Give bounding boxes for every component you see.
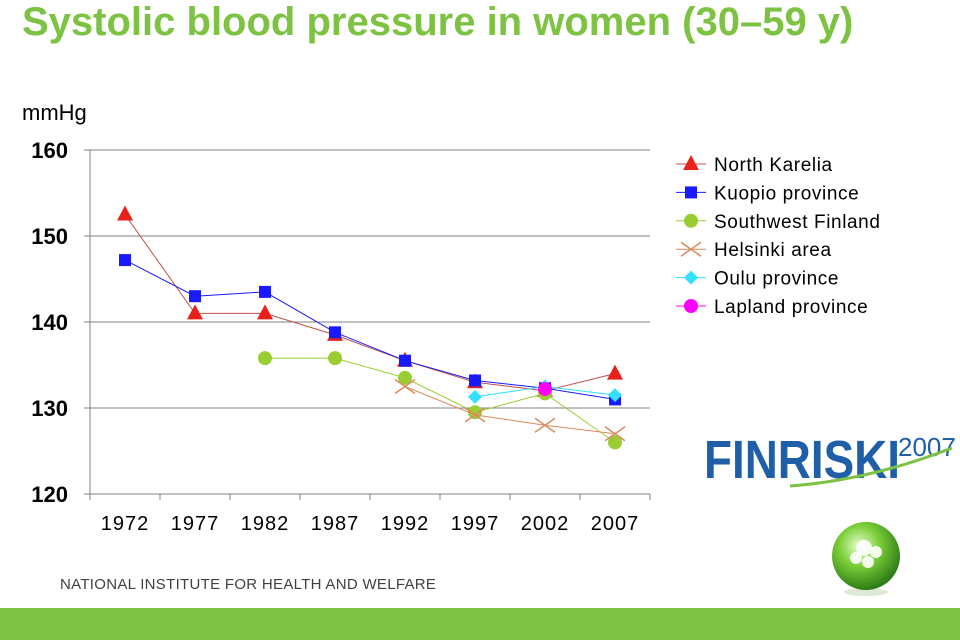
data-point-kuopio-province <box>259 285 271 298</box>
series-line-southwest-finland <box>265 357 616 443</box>
y-tick-label: 160 <box>31 138 68 163</box>
data-point-lapland-province <box>538 382 552 397</box>
series-line-north-karelia <box>124 214 616 392</box>
x-tick-label: 2007 <box>591 513 640 535</box>
footer-institution-name: NATIONAL INSTITUTE FOR HEALTH AND WELFAR… <box>60 576 437 593</box>
legend-label-helsinki-area: Helsinki area <box>714 240 832 261</box>
legend-marker-oulu-province <box>684 270 698 285</box>
data-point-oulu-province <box>468 389 482 404</box>
series-line-helsinki-area <box>404 386 616 435</box>
x-tick-label: 1992 <box>381 513 430 535</box>
legend-marker-lapland-province <box>684 299 698 313</box>
data-point-kuopio-province <box>329 326 341 339</box>
data-point-kuopio-province <box>469 374 481 387</box>
legend-marker-kuopio-province <box>685 186 697 199</box>
x-tick-label: 1972 <box>101 513 150 535</box>
data-point-north-karelia <box>187 304 203 320</box>
data-point-kuopio-province <box>399 354 411 367</box>
legend-label-southwest-finland: Southwest Finland <box>714 212 881 233</box>
data-point-kuopio-province <box>119 254 131 267</box>
data-point-north-karelia <box>257 304 273 320</box>
data-point-north-karelia <box>117 205 133 221</box>
svg-text:FINRISKI: FINRISKI <box>704 430 900 490</box>
finriski-logo: FINRISKI 2007 <box>704 430 956 490</box>
data-point-helsinki-area <box>394 378 416 395</box>
data-point-southwest-finland <box>398 370 412 385</box>
legend-marker-southwest-finland <box>684 213 698 228</box>
data-point-southwest-finland <box>328 351 342 366</box>
data-point-helsinki-area <box>534 417 556 433</box>
legend-label-north-karelia: North Karelia <box>714 155 833 176</box>
data-point-helsinki-area <box>604 426 626 442</box>
x-tick-label: 2002 <box>521 513 570 535</box>
data-point-southwest-finland <box>258 351 272 366</box>
legend-marker-helsinki-area <box>680 241 702 257</box>
footer-bar <box>0 608 960 640</box>
y-tick-label: 130 <box>31 396 68 421</box>
x-tick-label: 1982 <box>241 513 290 535</box>
data-point-kuopio-province <box>189 290 201 303</box>
legend-label-oulu-province: Oulu province <box>714 269 839 290</box>
data-point-helsinki-area <box>464 407 486 423</box>
x-tick-label: 1997 <box>451 513 500 535</box>
y-axis-unit-label: mmHg <box>22 100 87 125</box>
slide-title: Systolic blood pressure in women (30–59 … <box>22 0 854 44</box>
legend-marker-north-karelia <box>683 155 699 170</box>
y-tick-label: 140 <box>31 310 68 335</box>
data-point-north-karelia <box>607 364 623 380</box>
line-chart: 120 130 140 150 160 1972 1977 1982 1987 1992 1997 2… <box>31 138 881 535</box>
green-globe-icon <box>832 522 900 596</box>
y-tick-label: 120 <box>31 482 68 507</box>
series-line-kuopio-province <box>124 259 616 400</box>
data-point-southwest-finland <box>608 435 622 450</box>
x-tick-label: 1977 <box>171 513 220 535</box>
legend-label-lapland-province: Lapland province <box>714 297 868 318</box>
y-tick-label: 150 <box>31 224 68 249</box>
legend-label-kuopio-province: Kuopio province <box>714 183 859 204</box>
data-point-oulu-province <box>608 388 622 403</box>
x-tick-label: 1987 <box>311 513 360 535</box>
